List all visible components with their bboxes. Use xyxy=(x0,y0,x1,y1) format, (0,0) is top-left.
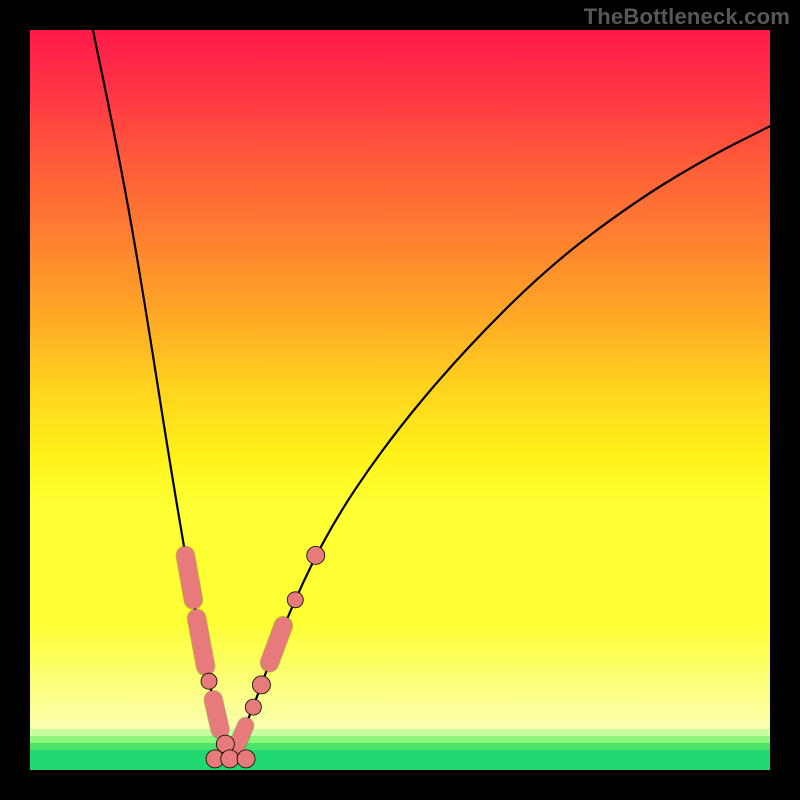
plot-area xyxy=(30,30,770,770)
marker-circle-4 xyxy=(252,676,270,694)
marker-capsule-0 xyxy=(185,555,193,599)
marker-capsule-1 xyxy=(197,618,206,666)
curve-layer xyxy=(30,30,770,770)
marker-capsule-2 xyxy=(213,700,220,730)
marker-circle-8 xyxy=(237,750,255,768)
marker-circle-5 xyxy=(245,699,261,715)
marker-circle-2 xyxy=(307,546,325,564)
curve-right xyxy=(231,126,770,759)
marker-circle-7 xyxy=(221,750,239,768)
marker-circle-3 xyxy=(287,592,303,608)
marker-capsule-3 xyxy=(269,626,283,663)
chart-frame: TheBottleneck.com xyxy=(0,0,800,800)
marker-capsule-4 xyxy=(236,726,246,748)
watermark-text: TheBottleneck.com xyxy=(584,4,790,30)
marker-circle-0 xyxy=(201,673,217,689)
